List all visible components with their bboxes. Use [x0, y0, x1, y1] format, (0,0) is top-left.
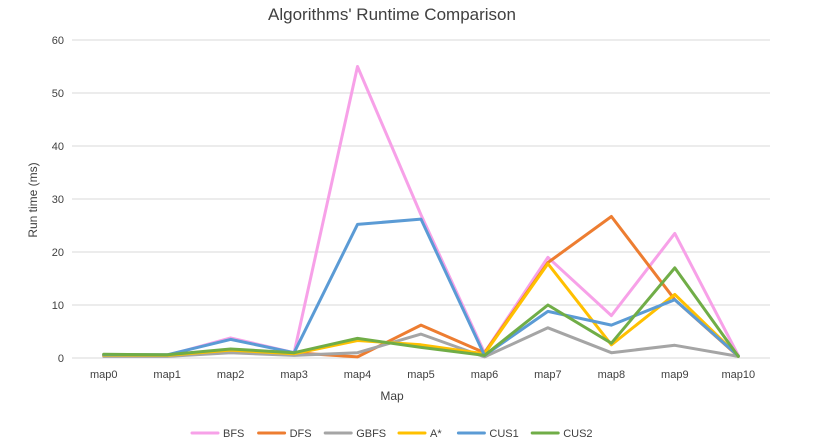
- x-tick-label: map7: [534, 369, 562, 381]
- y-axis-label: Run time (ms): [26, 162, 40, 237]
- x-tick-label: map0: [90, 369, 118, 381]
- y-tick-label: 30: [52, 194, 64, 206]
- legend-label: A*: [430, 428, 442, 440]
- legend-label: CUS1: [489, 428, 518, 440]
- x-tick-label: map2: [217, 369, 245, 381]
- legend-label: DFS: [290, 428, 312, 440]
- x-tick-label: map4: [344, 369, 372, 381]
- legend-label: BFS: [223, 428, 244, 440]
- series-line-dfs: [102, 215, 740, 359]
- legend-label: GBFS: [356, 428, 386, 440]
- y-tick-label: 60: [52, 35, 64, 47]
- series-line-gbfs: [102, 326, 740, 359]
- y-tick-label: 40: [52, 141, 64, 153]
- x-tick-label: map6: [471, 369, 499, 381]
- x-axis-ticks: map0 map1 map2 map3 map4 map5 map6 map7 map8 map9…: [90, 369, 755, 381]
- y-tick-label: 50: [52, 88, 64, 100]
- y-axis-ticks: 0 10 20 30 40 50 60: [52, 35, 64, 365]
- x-tick-label: map5: [407, 369, 435, 381]
- x-tick-label: map10: [721, 369, 755, 381]
- x-tick-label: map3: [280, 369, 308, 381]
- x-tick-label: map8: [598, 369, 626, 381]
- gridlines: [72, 39, 770, 359]
- y-tick-label: 10: [52, 300, 64, 312]
- y-tick-label: 20: [52, 247, 64, 259]
- x-tick-label: map9: [661, 369, 689, 381]
- legend: BFS DFS GBFS A* CUS1 CUS2: [190, 428, 593, 440]
- series-line-cus2: [102, 266, 740, 358]
- series-line-a: [102, 262, 740, 358]
- y-tick-label: 0: [58, 353, 64, 365]
- x-axis-label: Map: [380, 389, 404, 403]
- chart-title: Algorithms' Runtime Comparison: [268, 5, 516, 24]
- legend-label: CUS2: [563, 428, 592, 440]
- series-lines: [102, 65, 740, 359]
- x-tick-label: map1: [153, 369, 181, 381]
